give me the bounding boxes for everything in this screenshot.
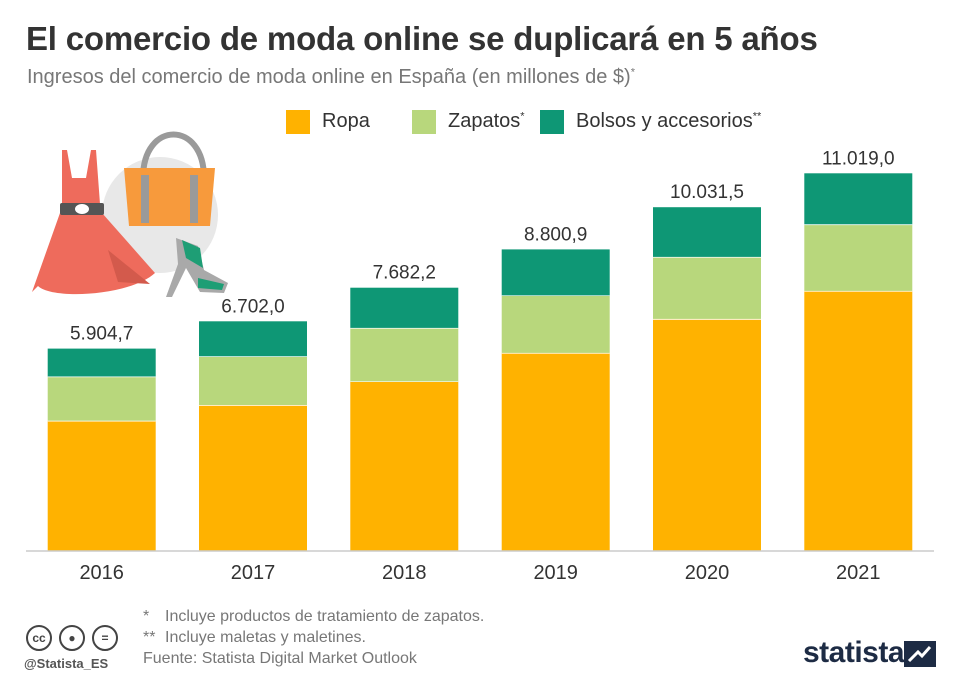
source-text: Fuente: Statista Digital Market Outlook — [143, 650, 417, 667]
legend-swatch-zapatos — [412, 110, 436, 134]
x-axis-ticks: 2016 2017 2018 2019 2020 2021 — [79, 562, 880, 584]
footnote-bags: ** Incluye maletas y maletines. — [143, 629, 366, 646]
bar-2020-bolsos-y-accesorios — [653, 207, 761, 257]
bar-2018-zapatos — [350, 327, 459, 382]
bar-2019-ropa — [501, 352, 610, 551]
bar-2018-ropa — [350, 381, 459, 551]
total-label-2020: 10.031,5 — [670, 182, 744, 203]
total-label-2021: 11.019,0 — [822, 148, 895, 169]
bar-2019-zapatos — [501, 295, 610, 353]
bar-2017-zapatos — [199, 356, 307, 405]
x-tick-label-2018: 2018 — [382, 562, 427, 584]
statista-logo-icon — [904, 641, 936, 667]
cc-icon: cc — [26, 625, 52, 651]
total-label-2016: 5.904,7 — [70, 324, 133, 345]
bar-2021-ropa — [804, 290, 913, 551]
legend-label-zapatos: Zapatos* — [448, 110, 525, 132]
x-tick-label-2016: 2016 — [79, 562, 124, 584]
legend-swatch-ropa — [286, 110, 310, 134]
dress-icon — [32, 150, 155, 295]
total-label-2019: 8.800,9 — [524, 224, 587, 245]
x-tick-label-2021: 2021 — [836, 562, 881, 584]
bar-2016-ropa — [47, 420, 156, 551]
subtitle-text: Ingresos del comercio de moda online en … — [27, 66, 631, 88]
bar-2016-bolsos-y-accesorios — [47, 348, 156, 377]
legend-label-ropa: Ropa — [322, 110, 370, 132]
high-heel-shoe-icon — [166, 238, 228, 297]
bar-2021-bolsos-y-accesorios — [804, 173, 913, 225]
bar-2016-zapatos — [47, 376, 156, 421]
bar-2020-ropa — [653, 319, 761, 551]
bar-2017-bolsos-y-accesorios — [199, 321, 307, 357]
bar-2017-ropa — [199, 405, 307, 551]
license-icons[interactable]: cc ● = — [26, 625, 118, 653]
handbag-icon — [124, 131, 215, 226]
total-label-2018: 7.682,2 — [373, 263, 436, 284]
x-tick-label-2019: 2019 — [533, 562, 578, 584]
bars-layer — [47, 173, 913, 551]
stacked-bar-chart: 5.904,7 6.702,0 7.682,2 8.800,9 10.031,5 11.0… — [26, 131, 934, 584]
bar-2019-bolsos-y-accesorios — [501, 249, 610, 296]
statista-logo[interactable]: statista — [803, 636, 905, 669]
x-tick-label-2020: 2020 — [685, 562, 730, 584]
bar-2018-bolsos-y-accesorios — [350, 287, 459, 328]
fashion-illustration — [32, 131, 228, 297]
subtitle-footnote-mark: * — [630, 66, 635, 79]
footnotes: * Incluye productos de tratamiento de zap… — [143, 606, 484, 648]
chart-subtitle: Ingresos del comercio de moda online en … — [27, 66, 635, 89]
total-label-2017: 6.702,0 — [221, 296, 284, 317]
totals-layer: 5.904,7 6.702,0 7.682,2 8.800,9 10.031,5 11.0… — [70, 148, 895, 344]
legend-swatch-bolsos — [540, 110, 564, 134]
legend-label-bolsos: Bolsos y accesorios** — [576, 110, 762, 132]
bar-2021-zapatos — [804, 224, 913, 291]
by-icon: ● — [59, 625, 85, 651]
twitter-handle[interactable]: @Statista_ES — [24, 656, 109, 671]
x-tick-label-2017: 2017 — [231, 562, 276, 584]
nd-icon: = — [92, 625, 118, 651]
footnote-shoes: * Incluye productos de tratamiento de zap… — [143, 608, 485, 625]
bar-2020-zapatos — [653, 256, 761, 319]
chart-title: El comercio de moda online se duplicará … — [26, 20, 818, 57]
